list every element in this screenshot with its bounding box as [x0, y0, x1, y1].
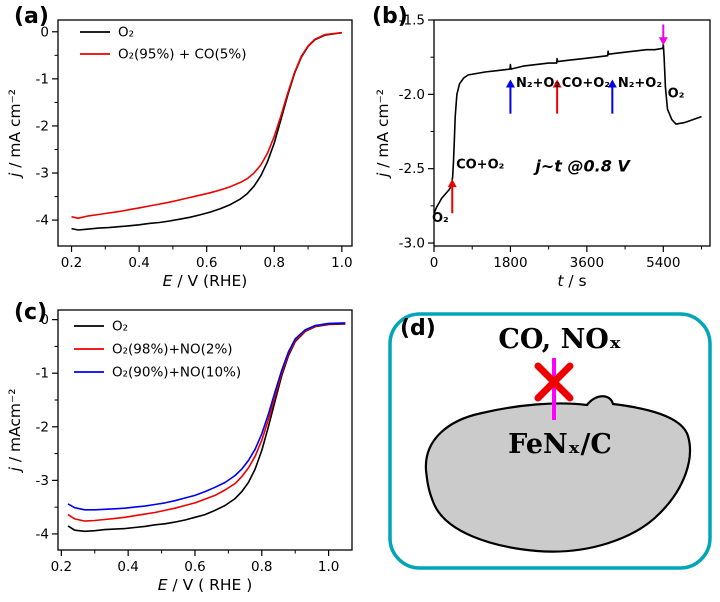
svg-text:O₂(90%)+NO(10%): O₂(90%)+NO(10%)	[112, 365, 241, 381]
series-group	[71, 31, 343, 231]
panel-label-c: (c)	[14, 300, 48, 325]
svg-text:O₂: O₂	[118, 25, 134, 41]
svg-text:O₂(95%) + CO(5%): O₂(95%) + CO(5%)	[118, 47, 246, 63]
y-axis: -1.5 -2.0 -2.5 -3.0	[399, 13, 434, 252]
annotation-text: j~t @0.8 V	[532, 157, 631, 176]
svg-text:-3: -3	[36, 473, 49, 489]
svg-text:0: 0	[40, 24, 49, 40]
x-axis-label: t / s	[557, 272, 586, 290]
svg-text:0.4: 0.4	[117, 559, 138, 575]
svg-text:0: 0	[430, 255, 439, 271]
svg-text:-1: -1	[36, 366, 49, 382]
svg-text:-4: -4	[36, 213, 49, 229]
svg-text:0.8: 0.8	[264, 255, 285, 271]
svg-text:-1.5: -1.5	[399, 13, 425, 29]
annotation-text: O₂	[668, 86, 685, 101]
svg-text:-3.0: -3.0	[399, 236, 425, 252]
series-O₂(95%) + CO(5%)	[71, 31, 342, 219]
svg-text:-3: -3	[36, 166, 49, 182]
y-axis: 0 -1 -2 -3 -4	[36, 312, 58, 542]
panel-label-d: (d)	[400, 316, 436, 341]
svg-text:0.8: 0.8	[251, 559, 272, 575]
svg-text:0.6: 0.6	[196, 255, 217, 271]
y-axis: 0 -1 -2 -3 -4	[36, 24, 58, 229]
axes-frame	[57, 19, 353, 247]
svg-text:1.0: 1.0	[331, 255, 352, 271]
svg-text:0.4: 0.4	[128, 255, 149, 271]
y-axis-label: j / mA cm⁻²	[374, 89, 392, 179]
svg-text:0: 0	[40, 312, 49, 328]
annotation-text: N₂+O₂	[516, 76, 560, 91]
svg-text:0.2: 0.2	[61, 255, 82, 271]
svg-text:5400: 5400	[646, 255, 680, 271]
chart-a-orr-co: 0.2 0.4 0.6 0.8 1.0 0 -1 -2 -3 -4 E / V (RHE) j / m…	[6, 19, 353, 290]
catalyst-particle-shape	[424, 395, 692, 553]
series-group	[433, 42, 702, 214]
legend: O₂ O₂(98%)+NO(2%) O₂(90%)+NO(10%)	[74, 319, 241, 381]
series-group	[67, 322, 346, 533]
svg-text:-2: -2	[36, 118, 49, 134]
svg-text:O₂(98%)+NO(2%): O₂(98%)+NO(2%)	[112, 342, 233, 358]
annotation-text: CO+O₂	[562, 76, 610, 91]
annotation-text: CO+O₂	[456, 158, 504, 173]
svg-text:1.0: 1.0	[318, 559, 339, 575]
svg-text:-2: -2	[36, 419, 49, 435]
svg-text:-4: -4	[36, 526, 49, 542]
svg-text:0.2: 0.2	[51, 559, 72, 575]
chart-c-orr-no: 0.2 0.4 0.6 0.8 1.0 0 -1 -2 -3 -4 E / V ( RHE ) j /…	[6, 309, 353, 594]
schematic-panel-d: CO, NOₓ FeNₓ/C	[388, 312, 712, 570]
x-axis: 0 1800 3600 5400	[430, 246, 703, 271]
axes-frame	[57, 309, 353, 551]
svg-text:-1: -1	[36, 71, 49, 87]
chart-b-chronoamperometry: 0 1800 3600 5400 -1.5 -2.0 -2.5 -3.0 t / s j / mA…	[374, 13, 711, 290]
svg-text:O₂: O₂	[112, 319, 128, 335]
svg-text:-2.5: -2.5	[399, 161, 425, 177]
y-axis-label: j / mA cm⁻²	[6, 89, 24, 179]
x-axis: 0.2 0.4 0.6 0.8 1.0	[61, 246, 353, 271]
cross-icon	[534, 362, 574, 402]
y-axis-label: j / mAcm⁻²	[6, 389, 24, 474]
x-axis-label: E / V (RHE)	[163, 272, 248, 290]
series-O₂(90%)+NO(10%)	[67, 322, 346, 511]
svg-text:-2.0: -2.0	[399, 87, 425, 103]
svg-text:3600: 3600	[570, 255, 604, 271]
catalyst-label: FeNₓ/C	[508, 429, 612, 460]
series-j-t at 0.8 V	[433, 42, 702, 214]
x-axis-label: E / V ( RHE )	[158, 576, 253, 594]
legend: O₂ O₂(95%) + CO(5%)	[80, 25, 246, 63]
annotation-text: N₂+O₂	[618, 76, 662, 91]
x-axis: 0.2 0.4 0.6 0.8 1.0	[51, 550, 339, 575]
svg-text:0.6: 0.6	[184, 559, 205, 575]
svg-text:1800: 1800	[493, 255, 527, 271]
annotation-text: O₂	[432, 211, 449, 226]
axes-frame	[433, 19, 711, 247]
panel-label-a: (a)	[14, 4, 49, 29]
poison-gases-label: CO, NOₓ	[498, 324, 621, 355]
panel-label-b: (b)	[372, 4, 408, 29]
